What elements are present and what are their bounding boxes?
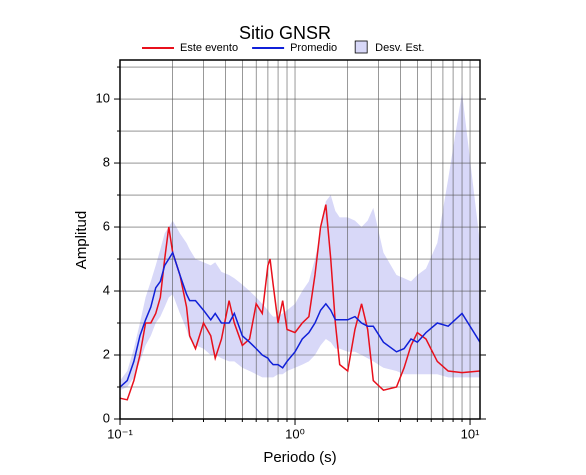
legend-label: Este evento	[180, 42, 238, 54]
x-tick-label: 10¹	[461, 426, 480, 441]
y-tick-label: 4	[103, 282, 110, 297]
std-band	[120, 92, 480, 391]
legend-swatch	[354, 40, 368, 54]
legend-label: Desv. Est.	[375, 42, 424, 54]
y-tick-label: 8	[103, 154, 110, 169]
y-tick-label: 6	[103, 218, 110, 233]
series-line	[119, 250, 481, 388]
y-tick-label: 10	[96, 90, 110, 105]
plot-frame	[119, 59, 481, 420]
series-line	[119, 204, 481, 401]
x-tick-label: 10⁰	[285, 426, 305, 441]
chart-title: Sitio GNSR	[239, 23, 331, 43]
x-tick-label: 10⁻¹	[107, 426, 133, 441]
x-axis-label: Periodo (s)	[263, 449, 336, 466]
legend-label: Promedio	[290, 42, 337, 54]
y-tick-label: 2	[103, 346, 110, 361]
y-tick-label: 0	[103, 410, 110, 425]
y-axis-label: Amplitud	[73, 211, 90, 269]
